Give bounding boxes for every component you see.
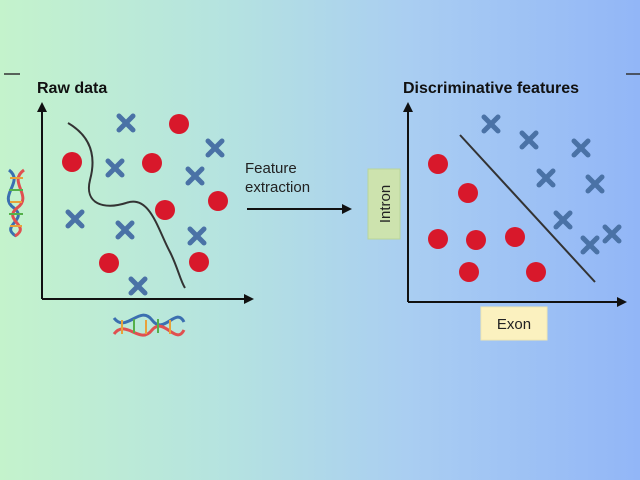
features-cross-point bbox=[536, 168, 556, 188]
features-circle-point bbox=[428, 154, 448, 174]
discriminative-features-title: Discriminative features bbox=[403, 80, 579, 97]
raw-data-cross-point bbox=[128, 276, 148, 296]
features-cross-point bbox=[585, 174, 605, 194]
features-cross-point bbox=[481, 114, 501, 134]
raw-data-cross-point bbox=[105, 158, 125, 178]
dna-icon-horizontal bbox=[112, 313, 186, 337]
features-circle-point bbox=[458, 183, 478, 203]
dna-icon-vertical bbox=[6, 168, 26, 238]
features-cross-point bbox=[602, 224, 622, 244]
raw-data-circle-point bbox=[142, 153, 162, 173]
arrow-label-line1: Feature bbox=[245, 160, 297, 177]
raw-data-cross-point bbox=[115, 220, 135, 240]
exon-label-box: Exon bbox=[480, 306, 548, 341]
raw-data-cross-point bbox=[205, 138, 225, 158]
raw-data-title: Raw data bbox=[37, 80, 107, 97]
raw-data-boundary-curve bbox=[67, 122, 186, 289]
raw-data-cross-point bbox=[65, 209, 85, 229]
features-cross-point bbox=[519, 130, 539, 150]
features-points bbox=[428, 114, 622, 282]
features-circle-point bbox=[428, 229, 448, 249]
raw-data-points bbox=[62, 113, 228, 296]
feature-extraction-arrow-group: Feature extraction bbox=[245, 160, 352, 214]
raw-data-circle-point bbox=[155, 200, 175, 220]
features-cross-point bbox=[553, 210, 573, 230]
raw-data-cross-point bbox=[187, 226, 207, 246]
raw-data-circle-point bbox=[62, 152, 82, 172]
raw-data-panel: Raw data bbox=[6, 80, 254, 337]
intron-label: Intron bbox=[377, 185, 394, 223]
features-circle-point bbox=[466, 230, 486, 250]
raw-data-circle-point bbox=[99, 253, 119, 273]
raw-data-circle-point bbox=[169, 114, 189, 134]
features-circle-point bbox=[505, 227, 525, 247]
intron-label-box: Intron bbox=[367, 168, 401, 240]
linear-separator bbox=[459, 134, 596, 283]
raw-data-cross-point bbox=[116, 113, 136, 133]
features-cross-point bbox=[580, 235, 600, 255]
features-circle-point bbox=[459, 262, 479, 282]
arrow-label-line2: extraction bbox=[245, 179, 310, 196]
raw-data-circle-point bbox=[189, 252, 209, 272]
features-cross-point bbox=[571, 138, 591, 158]
raw-data-cross-point bbox=[185, 166, 205, 186]
exon-label: Exon bbox=[497, 316, 531, 333]
discriminative-features-panel: Discriminative features Intron Exon bbox=[367, 80, 627, 341]
raw-data-circle-point bbox=[208, 191, 228, 211]
features-circle-point bbox=[526, 262, 546, 282]
